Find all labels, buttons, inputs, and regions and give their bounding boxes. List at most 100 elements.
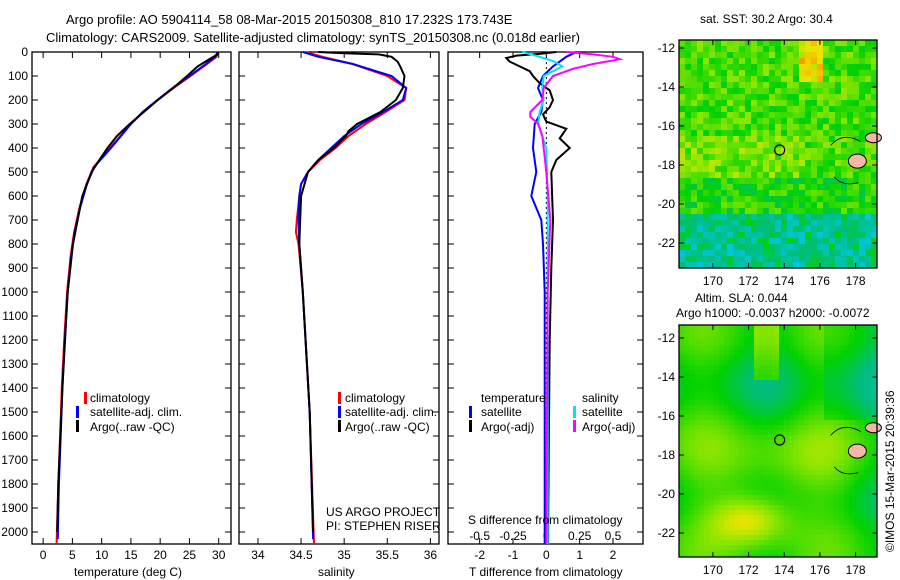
map-cell <box>764 470 769 475</box>
map-cell <box>779 365 784 370</box>
map-cell <box>849 530 854 535</box>
map-cell <box>829 256 835 262</box>
map-cell <box>764 475 769 480</box>
map-cell <box>749 555 754 557</box>
map-cell <box>779 530 784 535</box>
map-cell <box>694 375 699 380</box>
map-cell <box>744 330 749 335</box>
map-cell <box>804 415 809 420</box>
map-cell <box>719 420 724 425</box>
map-cell <box>835 250 841 256</box>
y-tick-label: 300 <box>8 117 28 131</box>
map-cell <box>709 238 715 244</box>
map-cell <box>784 555 789 557</box>
lon-tick-label: 174 <box>774 563 794 577</box>
map-cell <box>754 510 759 515</box>
map-cell <box>679 500 684 505</box>
map-cell <box>814 370 819 375</box>
map-cell <box>733 172 739 178</box>
map-cell <box>679 208 685 214</box>
map-cell <box>854 390 859 395</box>
map-cell <box>779 340 784 345</box>
reef-contour <box>830 136 861 146</box>
map-cell <box>774 350 779 355</box>
map-cell <box>799 500 804 505</box>
map-cell <box>685 178 691 184</box>
map-cell <box>804 505 809 510</box>
map-cell <box>841 58 847 64</box>
map-cell <box>865 148 871 154</box>
map-cell <box>734 325 739 330</box>
map-cell <box>811 142 817 148</box>
map-cell <box>684 485 689 490</box>
map-cell <box>764 460 769 465</box>
map-cell <box>769 440 774 445</box>
map-cell <box>864 440 869 445</box>
map-cell <box>744 520 749 525</box>
map-cell <box>697 202 703 208</box>
map-cell <box>769 196 775 202</box>
map-cell <box>784 405 789 410</box>
map-cell <box>769 465 774 470</box>
map-cell <box>844 395 849 400</box>
map-cell <box>811 124 817 130</box>
map-cell <box>694 425 699 430</box>
island-viti-levu <box>847 443 867 459</box>
map-cell <box>724 415 729 420</box>
map-cell <box>839 325 844 330</box>
map-cell <box>784 340 789 345</box>
map-cell <box>714 385 719 390</box>
map-cell <box>865 214 871 220</box>
map-cell <box>794 420 799 425</box>
map-cell <box>694 390 699 395</box>
map-cell <box>769 335 774 340</box>
map-cell <box>699 395 704 400</box>
map-cell <box>699 525 704 530</box>
map-cell <box>799 52 805 58</box>
map-cell <box>689 335 694 340</box>
map-cell <box>839 410 844 415</box>
map-cell <box>823 262 829 268</box>
map-cell <box>763 196 769 202</box>
map-cell <box>751 58 757 64</box>
map-cell <box>775 208 781 214</box>
map-cell <box>781 112 787 118</box>
map-cell <box>697 208 703 214</box>
x-tick-label: 0 <box>543 548 550 562</box>
map-cell <box>684 425 689 430</box>
map-cell <box>694 435 699 440</box>
map-cell <box>709 64 715 70</box>
map-cell <box>805 184 811 190</box>
map-cell <box>685 148 691 154</box>
map-cell <box>841 208 847 214</box>
map-cell <box>685 250 691 256</box>
map-cell <box>719 410 724 415</box>
map-cell <box>859 355 864 360</box>
map-cell <box>844 440 849 445</box>
map-cell <box>829 460 834 465</box>
map-cell <box>869 355 874 360</box>
map-cell <box>774 450 779 455</box>
map-cell <box>697 88 703 94</box>
map-cell <box>789 400 794 405</box>
map-cell <box>729 485 734 490</box>
map-cell <box>757 178 763 184</box>
map-cell <box>709 142 715 148</box>
map-cell <box>839 515 844 520</box>
y-tick-label: 800 <box>8 237 28 251</box>
map-cell <box>727 190 733 196</box>
map-cell <box>811 136 817 142</box>
map-cell <box>824 525 829 530</box>
map-cell <box>775 46 781 52</box>
series-line-climatology <box>294 51 408 545</box>
map-cell <box>794 395 799 400</box>
map-cell <box>704 495 709 500</box>
map-cell <box>793 178 799 184</box>
map-cell <box>859 100 865 106</box>
map-cell <box>754 345 759 350</box>
map-cell <box>739 160 745 166</box>
map-cell <box>769 415 774 420</box>
map-cell <box>794 435 799 440</box>
map-cell <box>749 515 754 520</box>
map-cell <box>684 510 689 515</box>
